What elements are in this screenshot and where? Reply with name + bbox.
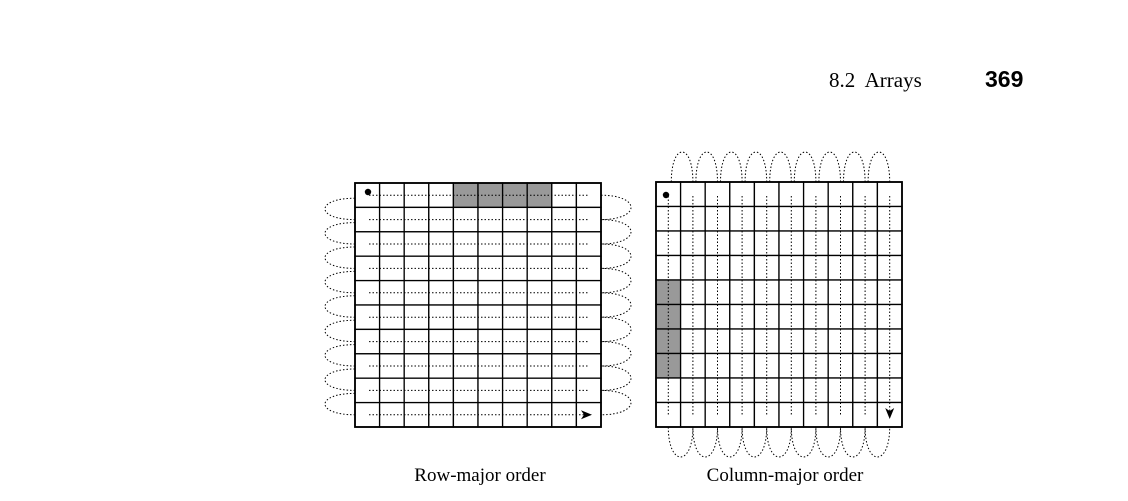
- column-major-cell: [827, 181, 854, 208]
- end-arrow-icon: [581, 410, 592, 420]
- row-wrap-left: [324, 344, 356, 367]
- start-dot: [364, 188, 372, 196]
- column-major-cell: [704, 181, 731, 208]
- row-wrap-right: [600, 292, 632, 318]
- column-major-cell: [753, 181, 780, 208]
- row-wrap-right: [600, 389, 632, 416]
- column-wrap-top: [818, 151, 841, 183]
- row-wrap-right: [600, 267, 632, 294]
- column-wrap-top: [670, 151, 694, 183]
- row-wrap-left: [324, 392, 356, 416]
- row-wrap-right: [600, 341, 632, 367]
- row-wrap-left: [324, 368, 356, 391]
- column-wrap-top: [843, 151, 866, 183]
- row-wrap-left: [324, 246, 356, 269]
- column-wrap-bottom: [864, 426, 891, 458]
- column-major-grid-border: [655, 181, 903, 428]
- row-wrap-right: [600, 194, 632, 221]
- column-major-figure: [655, 151, 903, 458]
- row-wrap-left: [324, 295, 356, 318]
- row-major-grid-border: [354, 182, 602, 428]
- row-major-cell: [354, 401, 381, 428]
- row-major-cell: [354, 304, 381, 331]
- row-major-caption: Row-major order: [414, 465, 546, 486]
- end-arrow-icon: [885, 408, 895, 419]
- column-wrap-top: [793, 151, 817, 183]
- row-major-figure: [324, 182, 632, 428]
- column-wrap-bottom: [790, 426, 817, 458]
- column-major-cell: [778, 181, 805, 208]
- row-major-cell: [354, 279, 381, 306]
- row-wrap-left: [324, 222, 356, 245]
- column-major-cell: [679, 181, 706, 208]
- column-wrap-bottom: [667, 426, 694, 458]
- running-head-section: 8.2 Arrays: [829, 68, 922, 92]
- column-wrap-bottom: [741, 426, 768, 458]
- row-major-cell: [354, 231, 381, 257]
- column-wrap-top: [867, 151, 891, 183]
- column-major-cell: [729, 181, 756, 208]
- column-wrap-bottom: [766, 426, 792, 458]
- column-wrap-bottom: [815, 426, 841, 458]
- row-wrap-right: [600, 365, 632, 391]
- column-wrap-top: [769, 151, 792, 183]
- row-major-cell: [354, 255, 381, 282]
- start-dot: [662, 191, 670, 199]
- column-wrap-top: [720, 151, 743, 183]
- row-major-cell: [575, 279, 602, 306]
- column-wrap-bottom: [717, 426, 743, 458]
- row-major-cell: [354, 353, 381, 379]
- row-major-cell: [354, 328, 381, 355]
- row-major-cell: [354, 377, 381, 404]
- row-wrap-left: [324, 319, 356, 343]
- column-major-caption: Column-major order: [706, 465, 864, 486]
- row-major-cell: [354, 182, 381, 209]
- row-wrap-right: [600, 219, 632, 245]
- row-major-cell: [354, 206, 381, 233]
- column-major-cell: [852, 181, 879, 208]
- column-wrap-top: [744, 151, 768, 183]
- column-major-cell: [802, 181, 829, 208]
- column-wrap-bottom: [692, 426, 718, 458]
- page-number: 369: [985, 66, 1024, 92]
- row-wrap-left: [324, 197, 356, 221]
- column-wrap-top: [695, 151, 718, 183]
- row-wrap-right: [600, 316, 632, 343]
- column-wrap-bottom: [840, 426, 866, 458]
- column-major-cell: [876, 181, 903, 208]
- row-wrap-left: [324, 270, 356, 294]
- row-wrap-right: [600, 243, 632, 269]
